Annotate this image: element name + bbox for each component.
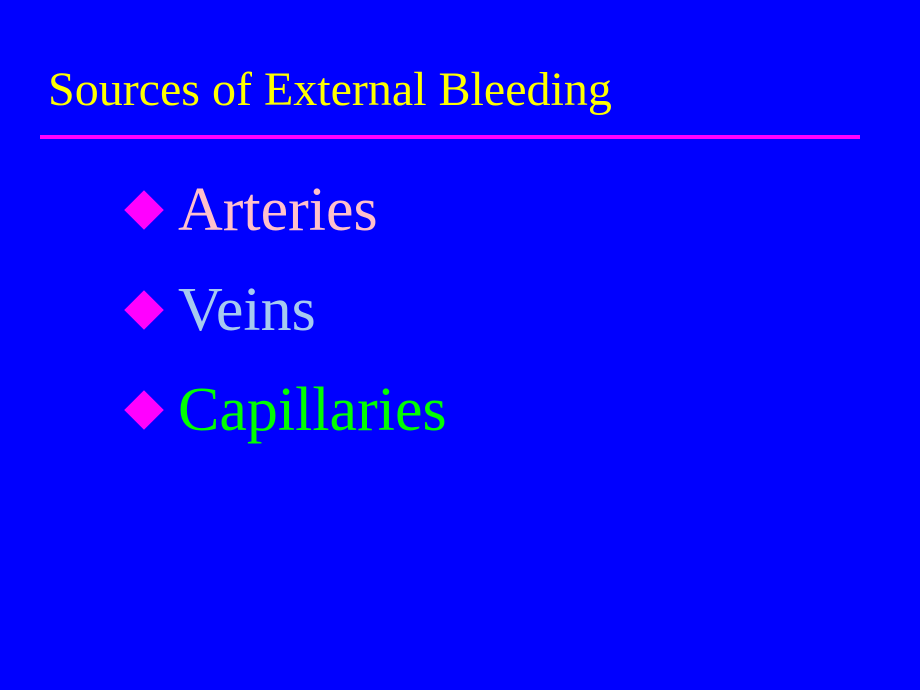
- diamond-bullet-icon: [124, 390, 164, 430]
- presentation-slide: Sources of External Bleeding Arteries Ve…: [0, 0, 920, 690]
- list-item-label: Capillaries: [178, 379, 447, 441]
- list-item: Arteries: [130, 179, 920, 241]
- list-item: Veins: [130, 279, 920, 341]
- list-item: Capillaries: [130, 379, 920, 441]
- list-item-label: Veins: [178, 279, 316, 341]
- slide-content: Arteries Veins Capillaries: [0, 139, 920, 441]
- slide-title: Sources of External Bleeding: [0, 62, 920, 125]
- diamond-bullet-icon: [124, 290, 164, 330]
- list-item-label: Arteries: [178, 179, 378, 241]
- diamond-bullet-icon: [124, 190, 164, 230]
